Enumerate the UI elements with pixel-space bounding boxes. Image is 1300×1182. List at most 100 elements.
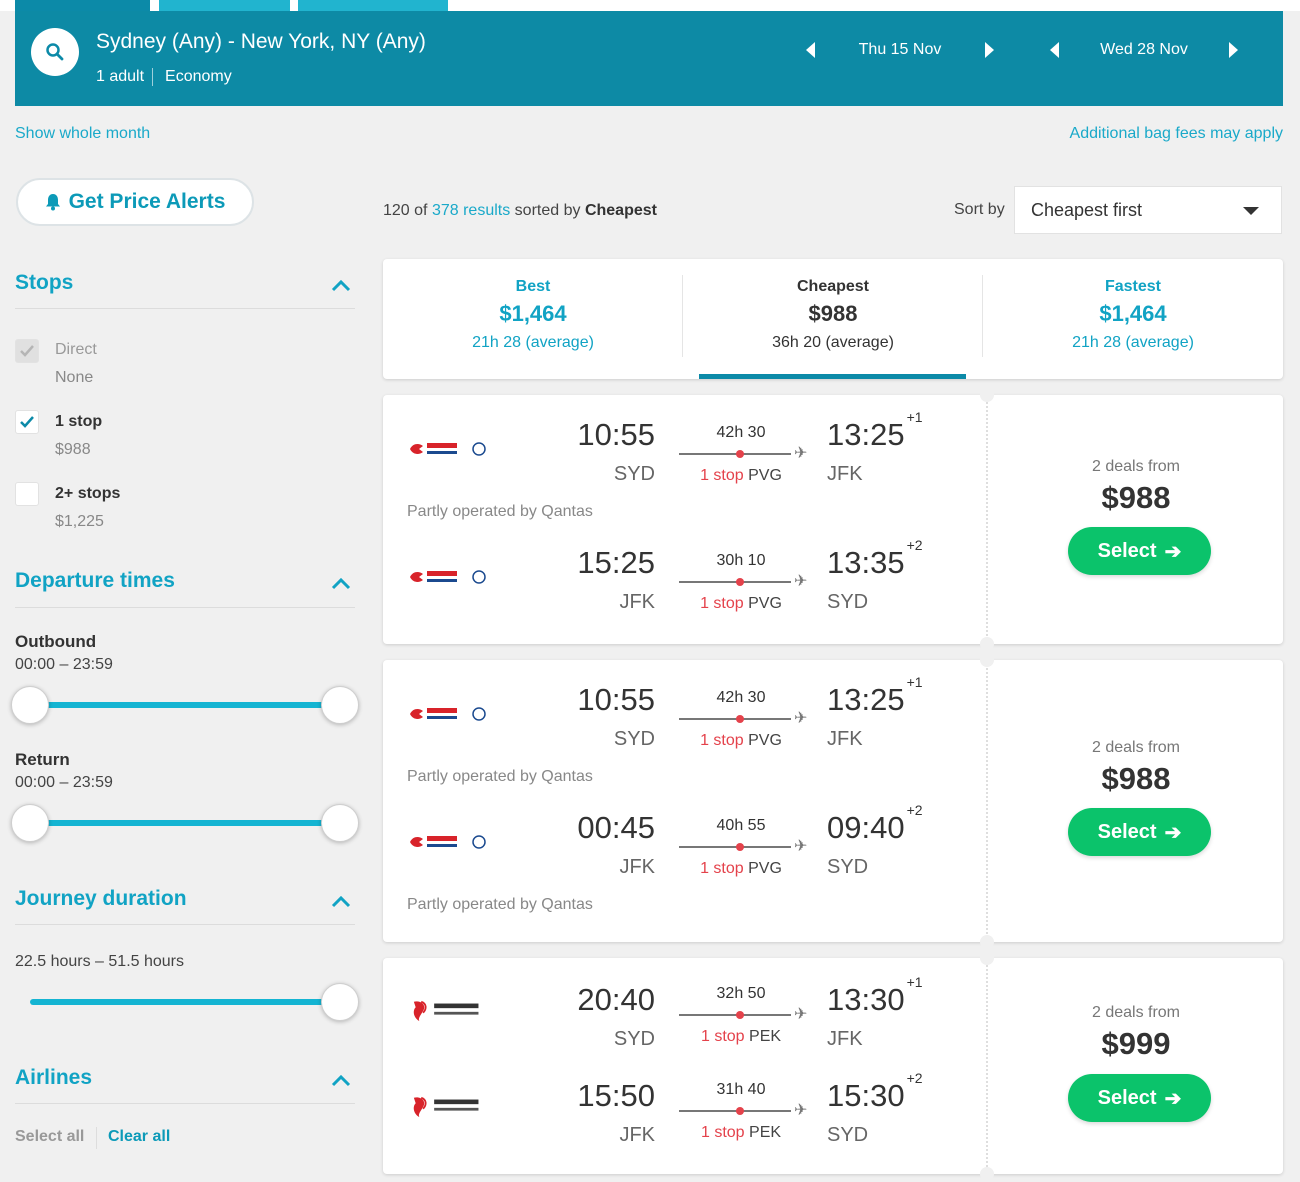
bag-fees-link[interactable]: Additional bag fees may apply [1069, 125, 1283, 142]
top-tab-1[interactable] [15, 0, 150, 11]
stops-collapse-chevron-icon[interactable] [331, 280, 351, 292]
stop-dot [736, 843, 744, 851]
duration-collapse-chevron-icon[interactable] [331, 896, 351, 908]
china-eastern-logo-icon [410, 835, 486, 849]
outbound-range: 00:00 – 23:59 [15, 656, 113, 673]
prev-outbound-date-icon[interactable] [806, 42, 815, 58]
stops-divider [15, 308, 355, 309]
results-sorted-by: sorted by [514, 202, 581, 219]
arrow-right-icon: ➔ [1164, 1087, 1182, 1110]
return-min-handle[interactable] [11, 804, 49, 842]
select-button[interactable]: Select ➔ [1068, 808, 1211, 856]
tab-best-duration: 21h 28 (average) [472, 334, 594, 351]
arrival-time-value: 13:35 [827, 545, 905, 580]
select-button[interactable]: Select ➔ [1068, 1074, 1211, 1122]
return-slider-track[interactable] [30, 820, 340, 826]
outbound-leg: 10:55 SYD 42h 30 ✈ 1 stop PVG 13:25 +1 JF… [383, 409, 983, 497]
two-plus-stops-checkbox[interactable] [15, 482, 39, 506]
sort-select[interactable]: Cheapest first [1014, 186, 1282, 234]
two-plus-stops-label[interactable]: 2+ stops [55, 485, 121, 502]
arrival-time: 09:40 +2 [827, 802, 923, 846]
return-leg: 15:25 JFK 30h 10 ✈ 1 stop PVG 13:35 +2 SY… [383, 537, 983, 625]
departure-airport: JFK [619, 1124, 655, 1146]
route-title[interactable]: Sydney (Any) - New York, NY (Any) [96, 30, 426, 53]
outbound-date-control: Thu 15 Nov [806, 39, 994, 61]
next-outbound-date-icon[interactable] [985, 42, 994, 58]
china-eastern-logo-icon [410, 442, 486, 456]
departure-time: 15:50 [577, 1078, 655, 1113]
leg-duration: 40h 55 [716, 817, 766, 834]
stop-count: 1 stop [700, 732, 744, 749]
airlines-title[interactable]: Airlines [15, 1066, 93, 1089]
day-offset: +2 [906, 802, 923, 818]
stop-info: 1 stop PVG [679, 732, 803, 750]
return-date[interactable]: Wed 28 Nov [1100, 41, 1188, 58]
arrival-airport: SYD [827, 856, 869, 878]
return-range: 00:00 – 23:59 [15, 774, 113, 791]
results-total-link[interactable]: 378 results [431, 202, 511, 219]
two-plus-stops-price: $1,225 [55, 513, 104, 530]
operated-by-note: Partly operated by Qantas [407, 503, 593, 520]
stop-count: 1 stop [700, 467, 744, 484]
select-button[interactable]: Select ➔ [1068, 527, 1211, 575]
departure-times-title[interactable]: Departure times [15, 569, 175, 592]
route-line [679, 718, 791, 720]
one-stop-checkbox[interactable] [15, 410, 39, 434]
outbound-max-handle[interactable] [321, 686, 359, 724]
china-eastern-logo-icon [410, 707, 486, 721]
prev-return-date-icon[interactable] [1050, 42, 1059, 58]
journey-duration-title[interactable]: Journey duration [15, 887, 187, 910]
outbound-date[interactable]: Thu 15 Nov [858, 41, 942, 58]
tab-cheapest[interactable]: Cheapest $988 36h 20 (average) [683, 259, 983, 379]
plane-icon: ✈ [794, 838, 808, 855]
tab-fastest-label: Fastest [1104, 278, 1162, 295]
result-card[interactable]: 10:55 SYD 42h 30 ✈ 1 stop PVG 13:25 +1 JF… [383, 653, 1283, 949]
arrival-time: 13:30 +1 [827, 974, 923, 1018]
card-notch [980, 935, 994, 949]
direct-checkbox [15, 339, 39, 363]
duration-max-handle[interactable] [321, 983, 359, 1021]
top-tab-2[interactable] [159, 0, 290, 11]
arrow-right-icon: ➔ [1164, 540, 1182, 563]
result-card[interactable]: 20:40 SYD 32h 50 ✈ 1 stop PEK 13:30 +1 JF… [383, 951, 1283, 1181]
card-price: $999 [1101, 1026, 1171, 1061]
outbound-slider-track[interactable] [30, 702, 340, 708]
return-max-handle[interactable] [321, 804, 359, 842]
next-return-date-icon[interactable] [1229, 42, 1238, 58]
one-stop-label[interactable]: 1 stop [55, 413, 103, 430]
plane-icon: ✈ [794, 1102, 808, 1119]
top-tab-3[interactable] [298, 0, 448, 11]
outbound-leg: 20:40 SYD 32h 50 ✈ 1 stop PEK 13:30 +1 JF… [383, 974, 983, 1062]
clear-all-airlines[interactable]: Clear all [108, 1128, 171, 1145]
airlines-collapse-chevron-icon[interactable] [331, 1075, 351, 1087]
stop-airport: PEK [749, 1124, 782, 1141]
select-all-airlines[interactable]: Select all [15, 1128, 85, 1145]
departure-airport: SYD [613, 463, 655, 485]
tab-fastest[interactable]: Fastest $1,464 21h 28 (average) [983, 259, 1283, 379]
arrow-right-icon: ➔ [1164, 821, 1182, 844]
arrival-time: 13:25 +1 [827, 674, 923, 718]
result-card[interactable]: 10:55 SYD 42h 30 ✈ 1 stop PVG 13:25 +1 JF… [383, 388, 1283, 651]
passenger-info[interactable]: 1 adult Economy [96, 68, 232, 86]
departure-airport: JFK [619, 856, 655, 878]
stops-filter-title[interactable]: Stops [15, 271, 74, 294]
price-alerts-button[interactable]: Get Price Alerts [16, 178, 254, 226]
departure-time: 20:40 [577, 982, 655, 1017]
departure-collapse-chevron-icon[interactable] [331, 578, 351, 590]
show-whole-month-link[interactable]: Show whole month [15, 125, 151, 142]
checkmark-icon [20, 416, 34, 428]
arrival-airport: SYD [827, 591, 869, 613]
deals-count: 2 deals from [1091, 1004, 1181, 1021]
day-offset: +2 [906, 537, 923, 553]
active-tab-indicator [699, 374, 966, 379]
stop-airport: PVG [748, 860, 782, 877]
search-button[interactable] [31, 28, 79, 76]
card-price: $988 [1101, 761, 1171, 796]
operated-by-note: Partly operated by Qantas [407, 896, 593, 913]
tab-best[interactable]: Best $1,464 21h 28 (average) [383, 259, 683, 379]
card-price: $988 [1101, 480, 1171, 515]
outbound-min-handle[interactable] [11, 686, 49, 724]
stop-info: 1 stop PVG [679, 595, 803, 613]
duration-slider-track[interactable] [30, 999, 340, 1005]
arrival-time: 13:25 +1 [827, 409, 923, 453]
